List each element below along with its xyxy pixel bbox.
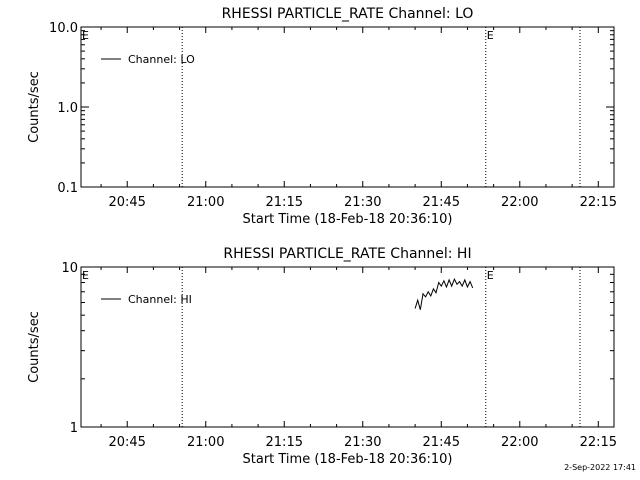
x-tick-label: 21:15 bbox=[266, 195, 303, 210]
x-tick-label: 21:30 bbox=[344, 435, 381, 450]
x-tick-label: 21:00 bbox=[187, 195, 224, 210]
x-tick-label: 22:00 bbox=[501, 435, 538, 450]
series-line bbox=[414, 277, 474, 310]
y-tick-label: 10 bbox=[61, 261, 78, 276]
x-tick-label: 20:45 bbox=[108, 435, 145, 450]
y-axis-label: Counts/sec bbox=[27, 311, 42, 383]
y-tick-label: 1 bbox=[70, 421, 78, 436]
chart-title: RHESSI PARTICLE_RATE Channel: LO bbox=[222, 6, 474, 22]
y-tick-label: 10.0 bbox=[49, 21, 78, 36]
y-axis-label: Counts/sec bbox=[27, 71, 42, 143]
plot-frame bbox=[80, 26, 615, 188]
event-marker-label: E bbox=[82, 29, 89, 42]
x-tick-label: 21:30 bbox=[344, 195, 381, 210]
event-marker-label: E bbox=[487, 269, 494, 282]
x-tick-label: 21:00 bbox=[187, 435, 224, 450]
y-tick-label: 1.0 bbox=[57, 101, 78, 116]
x-tick-label: 20:45 bbox=[108, 195, 145, 210]
x-tick-label: 22:00 bbox=[501, 195, 538, 210]
x-tick-label: 21:45 bbox=[423, 195, 460, 210]
plot-frame bbox=[80, 266, 615, 428]
x-axis-label: Start Time (18-Feb-18 20:36:10) bbox=[243, 212, 453, 227]
chart-title: RHESSI PARTICLE_RATE Channel: HI bbox=[223, 246, 471, 262]
x-tick-label: 21:45 bbox=[423, 435, 460, 450]
legend-label: Channel: LO bbox=[128, 53, 195, 66]
event-marker-label: E bbox=[82, 269, 89, 282]
legend-label: Channel: HI bbox=[128, 293, 192, 306]
event-marker-label: E bbox=[487, 29, 494, 42]
x-tick-label: 22:15 bbox=[580, 195, 617, 210]
y-tick-label: 0.1 bbox=[57, 181, 78, 196]
x-axis-label: Start Time (18-Feb-18 20:36:10) bbox=[243, 452, 453, 467]
footer-timestamp: 2-Sep-2022 17:41 bbox=[564, 463, 636, 472]
x-tick-label: 22:15 bbox=[580, 435, 617, 450]
x-tick-label: 21:15 bbox=[266, 435, 303, 450]
